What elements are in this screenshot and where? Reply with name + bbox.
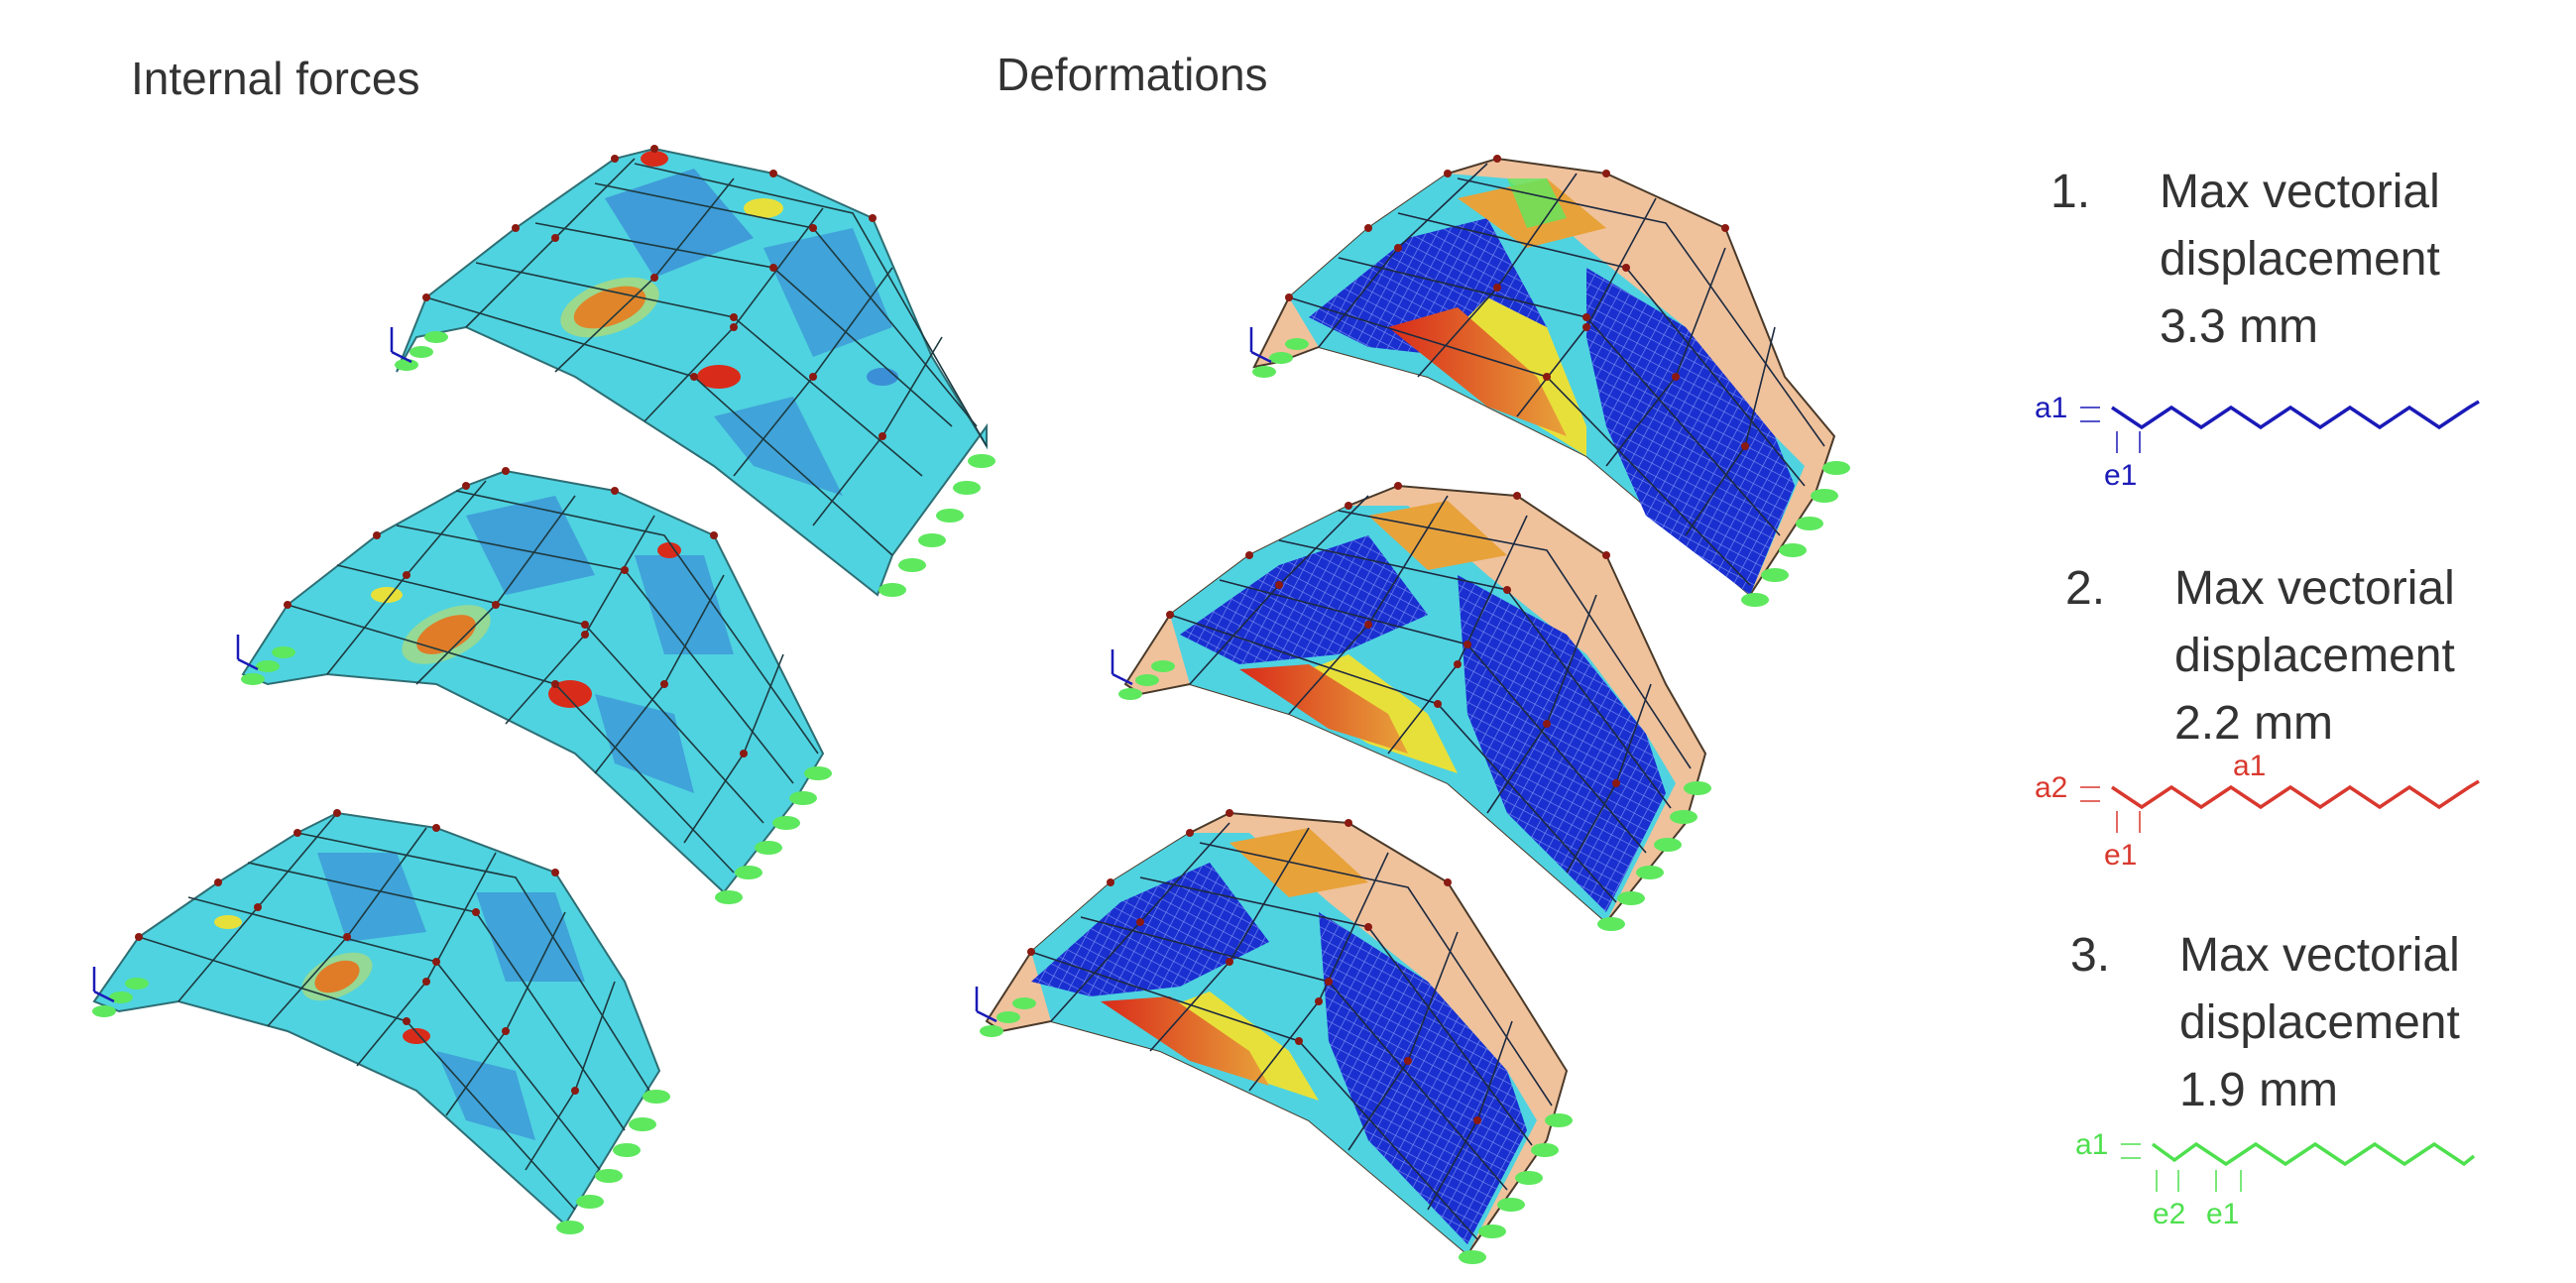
forces-shell-1 xyxy=(390,145,995,597)
case-3-label-e2: e2 xyxy=(2153,1198,2185,1230)
case-1-label-a1: a1 xyxy=(2035,392,2067,424)
forces-shell-3 xyxy=(92,809,670,1234)
case-2-line-1: Max vectorial xyxy=(2174,562,2455,615)
case-3-profile: a1 e2 e1 xyxy=(2075,1128,2476,1230)
case-1-number: 1. xyxy=(2050,166,2091,218)
forces-shell-2 xyxy=(236,467,832,904)
internal-forces-heading: Internal forces xyxy=(131,53,420,104)
deformations-shell-3 xyxy=(975,809,1573,1264)
case-2-label-e1: e1 xyxy=(2104,839,2137,872)
case-3-number: 3. xyxy=(2070,929,2111,982)
deformations-heading: Deformations xyxy=(996,49,1268,100)
deformations-shell-2 xyxy=(1111,482,1711,931)
case-3: 3. Max vectorial displacement 1.9 mm xyxy=(2070,922,2546,1130)
case-1: 1. Max vectorial displacement 3.3 mm xyxy=(2050,159,2526,367)
case-2-label-a2: a2 xyxy=(2035,771,2067,804)
case-1-line-2: displacement xyxy=(2160,233,2440,286)
deformations-shell-1 xyxy=(1249,155,1850,607)
case-3-line-2: displacement xyxy=(2179,996,2460,1049)
case-2-label-a1: a1 xyxy=(2233,754,2266,782)
case-2-line-3: 2.2 mm xyxy=(2174,697,2334,750)
case-1-line-3: 3.3 mm xyxy=(2160,300,2319,353)
case-2: 2. Max vectorial displacement 2.2 mm xyxy=(2065,555,2541,763)
case-3-line-1: Max vectorial xyxy=(2179,929,2460,982)
case-1-line-1: Max vectorial xyxy=(2160,166,2440,218)
case-1-profile: a1 e1 xyxy=(2035,392,2480,491)
case-1-label-e1: e1 xyxy=(2104,459,2137,491)
case-3-label-e1: e1 xyxy=(2206,1198,2239,1230)
case-2-number: 2. xyxy=(2065,562,2106,615)
case-2-line-2: displacement xyxy=(2174,630,2455,682)
case-3-label-a1: a1 xyxy=(2075,1128,2108,1161)
case-2-profile: a2 a1 e1 xyxy=(2035,754,2480,872)
case-3-line-3: 1.9 mm xyxy=(2179,1064,2339,1116)
